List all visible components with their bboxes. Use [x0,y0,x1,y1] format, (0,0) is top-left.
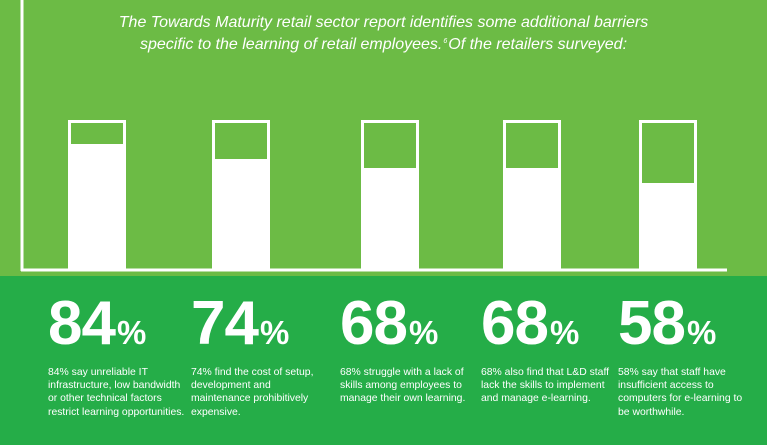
bar-5 [639,183,697,270]
stat-4-percent: 68% [481,293,579,364]
bar-3 [361,168,419,270]
stat-5-description: 58% say that staff have insufficient acc… [618,367,743,418]
stat-1-sign: % [116,314,147,351]
bar-2 [212,159,270,270]
stat-3-percent: 68% [340,293,438,364]
intro-text: The Towards Maturity retail sector repor… [40,13,727,54]
intro-line-2a: specific to the learning of retail emplo… [139,36,443,53]
stat-4-sign: % [549,314,580,351]
stat-3-number: 68 [340,289,408,358]
stat-4-number: 68 [481,289,549,358]
stat-1-number: 84 [48,289,116,358]
stat-2-number: 74 [191,289,259,358]
intro-line-1: The Towards Maturity retail sector repor… [118,14,649,31]
stat-3-description: 68% struggle with a lack of skills among… [340,367,466,405]
bar-1 [68,144,126,270]
bars-group [68,120,697,272]
intro-line-2b: Of the retailers surveyed: [448,36,628,53]
stat-2-percent: 74% [191,293,289,364]
stat-5-percent: 58% [618,293,716,364]
footnote-marker: 6 [443,38,448,45]
stat-2-description: 74% find the cost of setup, development … [191,367,314,418]
bar-4 [503,168,561,270]
stat-1-percent: 84% [48,293,146,364]
stat-1-description: 84% say unreliable IT infrastructure, lo… [48,367,185,418]
intro-line-2: specific to the learning of retail emplo… [40,32,727,54]
stats-panel: 84% 84% say unreliable IT infrastructure… [0,276,767,445]
stat-4-description: 68% also find that L&D staff lack the sk… [481,367,610,405]
stat-2-sign: % [259,314,290,351]
stat-5-sign: % [686,314,717,351]
bar-chart [20,0,727,272]
stat-5-number: 58 [618,289,686,358]
stat-3-sign: % [408,314,439,351]
